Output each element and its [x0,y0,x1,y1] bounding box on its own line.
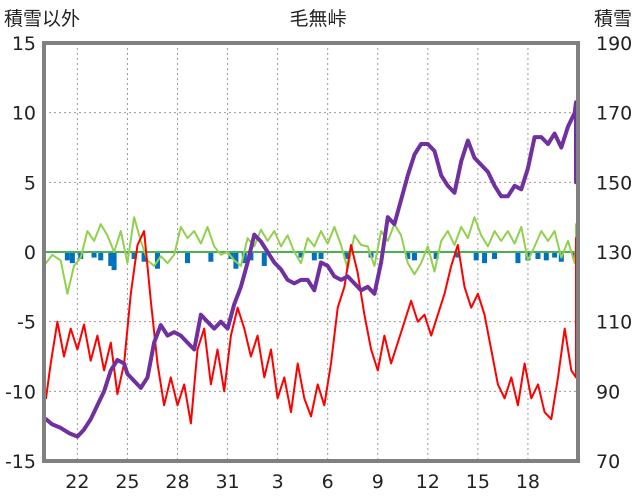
right-tick-label: 70 [596,451,620,473]
precip-bar [492,252,498,259]
temperature-series-line [45,230,577,425]
precip-bar [405,252,411,259]
left-tick-label: 5 [24,172,36,194]
right-tick-label: 190 [596,33,632,55]
precip-bar [318,252,324,259]
left-tick-label: 0 [24,242,36,264]
precip-bar [515,252,521,264]
right-tick-label: 90 [596,381,620,403]
left-tick-label: -5 [17,312,36,334]
left-tick-label: 15 [12,33,36,55]
precip-bar [233,252,239,269]
x-tick-label: 15 [466,471,490,493]
precip-bar [98,252,104,261]
precip-bar [543,252,549,261]
x-axis-ticks: 22 25 28 31 3 6 9 12 15 18 [65,471,540,493]
right-tick-label: 150 [596,172,632,194]
plot-frame [42,41,580,463]
left-tick-label: -15 [5,451,36,473]
x-tick-label: 28 [165,471,189,493]
precip-bar [208,252,214,262]
precip-bar [455,252,461,258]
precip-bar [535,252,541,259]
precip-bar [241,252,247,264]
x-tick-label: 9 [372,471,384,493]
snow-series-line [44,100,578,439]
x-tick-label: 6 [322,471,334,493]
sunshine-series-line [45,216,577,295]
right-tick-label: 170 [596,103,632,125]
right-axis-ticks: 70 90 110 130 150 170 190 [596,33,632,473]
precip-bar [91,252,97,258]
precip-bar [552,252,558,258]
precip-bar [141,252,147,262]
precip-bar [69,252,75,264]
precip-bar [433,252,439,259]
precip-bar [298,252,304,258]
left-tick-label: -10 [5,381,36,403]
precip-bar [473,252,479,261]
left-axis-ticks: -15 -10 -5 0 5 10 15 [5,33,36,473]
x-tick-label: 18 [516,471,540,493]
x-tick-label: 31 [215,471,239,493]
left-tick-label: 10 [12,103,36,125]
precip-bar [343,252,349,259]
x-tick-label: 12 [416,471,440,493]
series-lines [44,100,578,439]
right-tick-label: 110 [596,312,632,334]
left-axis-label: 積雪以外 [4,8,80,30]
chart-title: 毛無峠 [289,8,346,30]
precip-bar [261,252,267,266]
precip-bar [131,252,137,259]
precip-bar [185,252,191,264]
precip-bar [411,252,417,261]
right-tick-label: 130 [596,242,632,264]
x-tick-label: 3 [272,471,284,493]
precip-bar [311,252,317,261]
precip-bar [111,252,117,271]
precip-bar [108,252,114,266]
precip-bar [64,252,70,261]
precip-bar [482,252,488,264]
x-tick-label: 22 [65,471,89,493]
x-tick-label: 25 [115,471,139,493]
right-axis-label: 積雪 [594,8,632,30]
